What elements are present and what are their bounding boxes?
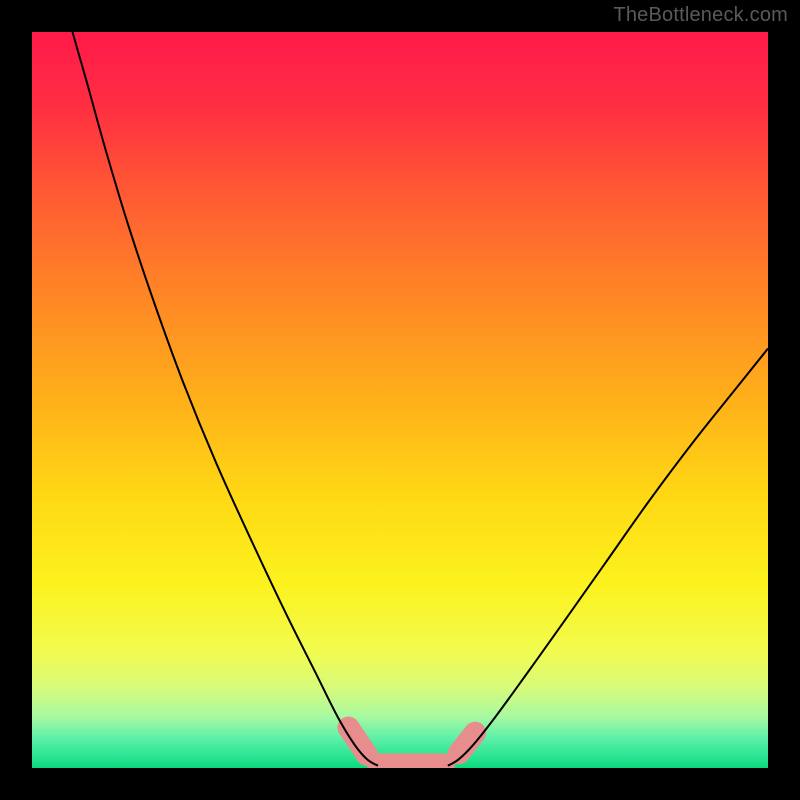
highlight-pill-2: [459, 733, 475, 754]
plot-background: [32, 32, 768, 768]
chart-svg: [0, 0, 800, 800]
bottleneck-chart: TheBottleneck.com: [0, 0, 800, 800]
watermark-text: TheBottleneck.com: [613, 4, 788, 27]
